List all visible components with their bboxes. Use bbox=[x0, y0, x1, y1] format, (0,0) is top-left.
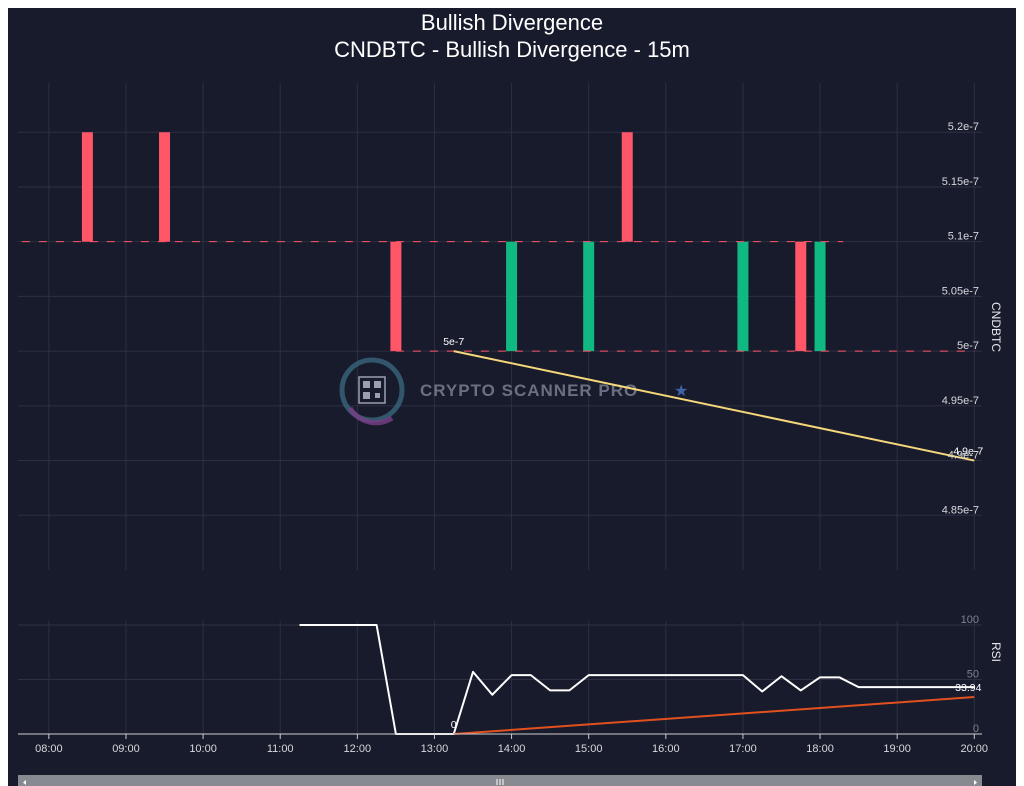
price-axis-title: CNDBTC bbox=[989, 302, 1003, 352]
zoom-scrollbar[interactable] bbox=[18, 775, 982, 786]
price-y-tick-label: 5.2e-7 bbox=[948, 121, 979, 133]
rsi-y-tick-label: 100 bbox=[961, 614, 979, 626]
price-y-tick-label: 5e-7 bbox=[957, 340, 979, 352]
candle-bearish bbox=[390, 241, 402, 352]
rsi-annotation: 0 bbox=[451, 719, 457, 731]
rsi-annotation: 33.94 bbox=[955, 682, 981, 694]
rsi-axis-title: RSI bbox=[989, 642, 1003, 662]
scroll-left-arrow-icon[interactable] bbox=[23, 780, 26, 785]
x-tick-label: 10:00 bbox=[189, 743, 217, 755]
grid-lines bbox=[18, 83, 982, 734]
price-y-tick-label: 4.9e-7 bbox=[948, 450, 979, 462]
x-tick-label: 18:00 bbox=[806, 743, 834, 755]
price-divergence-line bbox=[453, 350, 975, 462]
watermark-qr-icon bbox=[363, 392, 370, 399]
x-tick-label: 19:00 bbox=[883, 743, 911, 755]
x-tick-label: 20:00 bbox=[961, 743, 989, 755]
candle-bullish bbox=[814, 241, 826, 352]
price-overlays: 5e-7 4.9e-7 bbox=[21, 241, 983, 462]
price-y-tick-label: 5.1e-7 bbox=[948, 231, 979, 243]
x-tick-label: 16:00 bbox=[652, 743, 680, 755]
watermark-arc-icon bbox=[347, 406, 394, 426]
rsi-divergence-line bbox=[453, 696, 975, 735]
x-tick-label: 11:00 bbox=[267, 743, 294, 755]
x-tick-label: 09:00 bbox=[112, 743, 140, 755]
x-tick-label: 12:00 bbox=[344, 743, 372, 755]
watermark-qr-icon bbox=[375, 393, 380, 398]
rsi-y-tick-label: 50 bbox=[967, 669, 979, 681]
x-tick-label: 15:00 bbox=[575, 743, 603, 755]
axes: 08:00 09:00 10:00 11:00 12:00 13:00 14:00 15:00… bbox=[18, 121, 1003, 755]
candle-bullish bbox=[737, 241, 749, 352]
candle-bearish bbox=[621, 132, 633, 242]
watermark-text: CRYPTO SCANNER PRO bbox=[420, 381, 638, 400]
candles bbox=[81, 132, 826, 352]
price-annotation: 4.9e-7 bbox=[953, 446, 983, 458]
watermark-qr-icon bbox=[363, 381, 370, 388]
candle-bearish bbox=[159, 132, 171, 242]
rsi-y-tick-label: 0 bbox=[973, 723, 979, 735]
rsi-panel: 033.94 bbox=[299, 624, 982, 735]
x-tick-label: 08:00 bbox=[35, 743, 63, 755]
candle-bullish bbox=[583, 241, 595, 352]
watermark: CRYPTO SCANNER PRO ★ bbox=[339, 357, 688, 426]
watermark-qr-icon bbox=[374, 381, 381, 388]
chart-subtitle: CNDBTC - Bullish Divergence - 15m bbox=[334, 37, 690, 62]
scrollbar-grip-icon[interactable] bbox=[496, 779, 504, 785]
watermark-qr-icon bbox=[358, 376, 386, 404]
x-tick-label: 17:00 bbox=[729, 743, 757, 755]
chart-title: Bullish Divergence bbox=[421, 10, 603, 35]
x-tick-label: 14:00 bbox=[498, 743, 526, 755]
x-tick-label: 13:00 bbox=[421, 743, 449, 755]
rsi-line bbox=[299, 624, 975, 735]
price-y-tick-label: 5.15e-7 bbox=[942, 176, 979, 188]
candle-bearish bbox=[81, 132, 93, 242]
price-y-tick-label: 5.05e-7 bbox=[942, 285, 979, 297]
watermark-star-icon: ★ bbox=[674, 381, 688, 400]
scroll-right-arrow-icon[interactable] bbox=[974, 780, 977, 785]
price-y-tick-label: 4.95e-7 bbox=[942, 395, 979, 407]
price-y-tick-label: 4.85e-7 bbox=[942, 504, 979, 516]
candle-bearish bbox=[795, 241, 807, 352]
candle-bullish bbox=[506, 241, 518, 352]
price-annotation: 5e-7 bbox=[443, 336, 464, 348]
